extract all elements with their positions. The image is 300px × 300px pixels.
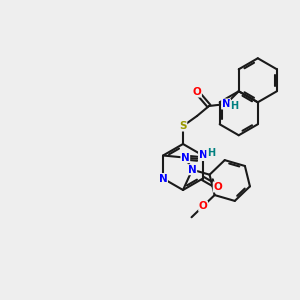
Text: O: O xyxy=(213,182,222,192)
Text: H: H xyxy=(230,101,238,111)
Text: O: O xyxy=(199,201,207,211)
Text: N: N xyxy=(159,173,167,184)
Text: H: H xyxy=(207,148,215,158)
Text: N: N xyxy=(222,99,230,109)
Text: N: N xyxy=(199,151,207,160)
Text: O: O xyxy=(193,87,201,97)
Text: N: N xyxy=(181,153,190,163)
Text: S: S xyxy=(179,121,187,131)
Text: N: N xyxy=(188,165,197,175)
